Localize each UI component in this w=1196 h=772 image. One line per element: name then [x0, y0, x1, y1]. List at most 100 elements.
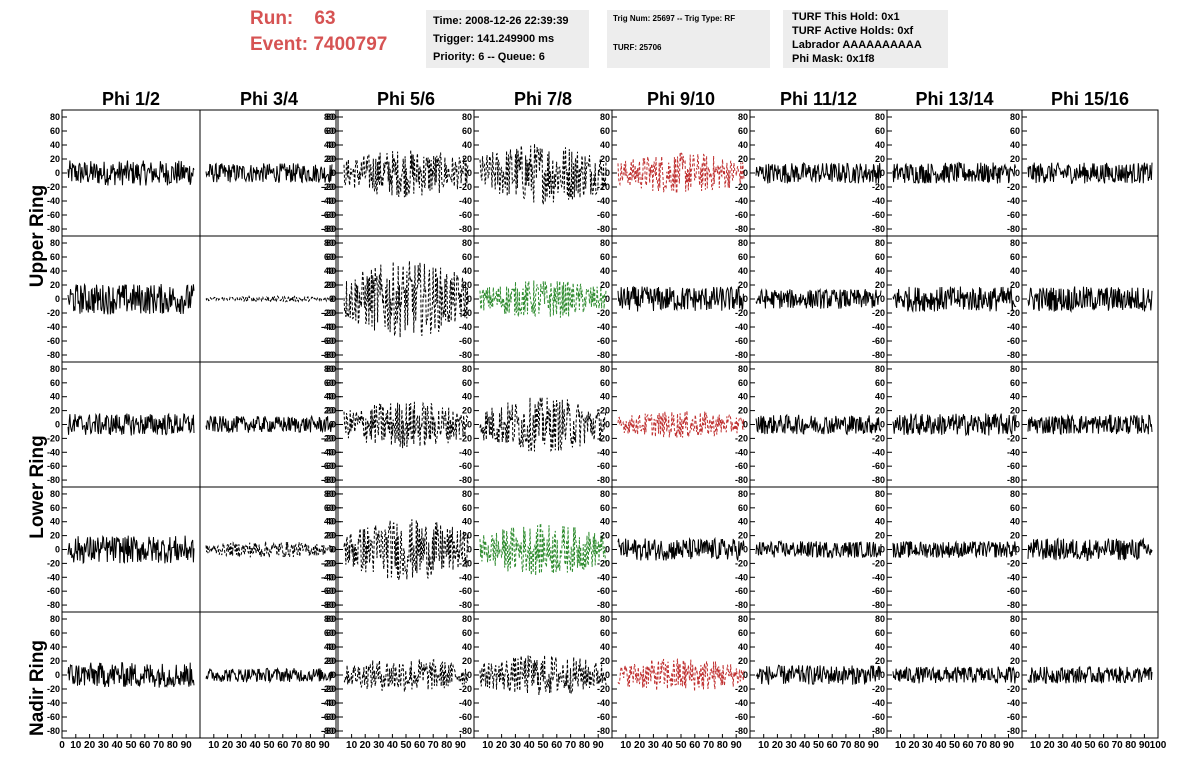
- waveform-trace: [205, 666, 333, 684]
- y-tick-label: -80: [47, 350, 60, 360]
- y-tick-label: 20: [1010, 406, 1020, 416]
- x-tick-label: 10: [346, 740, 358, 751]
- y-tick-label: -80: [1007, 350, 1020, 360]
- waveform-trace: [479, 521, 607, 576]
- x-tick-label: 40: [250, 740, 262, 751]
- y-tick-label: 40: [1010, 392, 1020, 402]
- x-tick-label: 80: [305, 740, 317, 751]
- y-tick-label: -40: [323, 196, 336, 206]
- y-tick-label: 40: [324, 642, 334, 652]
- x-tick-label: 30: [1057, 740, 1069, 751]
- y-tick-label: 40: [875, 642, 885, 652]
- x-tick-label: 80: [579, 740, 591, 751]
- y-tick-label: -80: [735, 600, 748, 610]
- y-tick-label: 20: [50, 280, 60, 290]
- y-tick-label: -20: [323, 182, 336, 192]
- y-tick-label: -80: [597, 726, 610, 736]
- y-tick-label: -40: [597, 196, 610, 206]
- y-tick-label: -40: [872, 698, 885, 708]
- y-tick-label: -80: [597, 224, 610, 234]
- y-tick-label: 0: [331, 545, 336, 555]
- waveform-trace: [67, 535, 195, 565]
- y-tick-label: 60: [600, 378, 610, 388]
- y-tick-label: 80: [600, 614, 610, 624]
- x-tick-label: 10: [482, 740, 494, 751]
- y-tick-label: 40: [738, 392, 748, 402]
- x-tick-label: 30: [373, 740, 385, 751]
- y-tick-label: -40: [1007, 196, 1020, 206]
- x-tick-label: 40: [524, 740, 536, 751]
- y-tick-label: 20: [600, 154, 610, 164]
- y-tick-label: -20: [459, 433, 472, 443]
- y-tick-label: -20: [1007, 558, 1020, 568]
- y-tick-label: 80: [326, 489, 336, 499]
- y-tick-label: 40: [462, 140, 472, 150]
- x-tick-label: 10: [895, 740, 907, 751]
- y-tick-label: -20: [1007, 684, 1020, 694]
- waveform-trace: [479, 397, 607, 452]
- y-tick-label: -60: [47, 586, 60, 596]
- y-tick-label: -20: [1007, 433, 1020, 443]
- y-tick-label: 20: [600, 280, 610, 290]
- y-tick-label: -40: [872, 322, 885, 332]
- y-tick-label: 20: [50, 406, 60, 416]
- x-tick-label: 100: [1150, 740, 1167, 751]
- x-tick-label: 50: [813, 740, 825, 751]
- y-tick-label: 80: [875, 614, 885, 624]
- row-label: Nadir Ring: [27, 640, 48, 736]
- y-tick-label: -80: [459, 475, 472, 485]
- y-tick-label: 80: [462, 489, 472, 499]
- y-tick-label: 20: [324, 656, 334, 666]
- y-tick-label: -60: [735, 210, 748, 220]
- x-tick-label: 20: [908, 740, 920, 751]
- y-tick-label: -40: [47, 698, 60, 708]
- waveform-trace: [1027, 162, 1153, 185]
- y-tick-label: 40: [326, 392, 336, 402]
- waveform-trace: [1027, 665, 1153, 684]
- y-tick-label: -80: [321, 224, 334, 234]
- y-tick-label: 60: [462, 503, 472, 513]
- x-tick-label: 60: [277, 740, 289, 751]
- x-tick-label: 60: [689, 740, 701, 751]
- y-tick-label: -40: [1007, 322, 1020, 332]
- waveform-trace: [755, 288, 882, 309]
- y-tick-label: -80: [597, 475, 610, 485]
- y-tick-label: 20: [1010, 154, 1020, 164]
- y-tick-label: 80: [50, 238, 60, 248]
- y-tick-label: 60: [326, 252, 336, 262]
- y-tick-label: -80: [735, 350, 748, 360]
- y-tick-label: 80: [324, 614, 334, 624]
- y-tick-label: -60: [321, 210, 334, 220]
- y-tick-label: 0: [55, 670, 60, 680]
- y-tick-label: -60: [1007, 336, 1020, 346]
- x-tick-label: 20: [84, 740, 96, 751]
- y-tick-label: -80: [47, 475, 60, 485]
- x-tick-label: 90: [319, 740, 331, 751]
- y-tick-label: 0: [1015, 545, 1020, 555]
- y-tick-label: -60: [872, 712, 885, 722]
- column-header: Phi 3/4: [240, 89, 298, 109]
- y-tick-label: 20: [875, 406, 885, 416]
- y-tick-label: 60: [1010, 252, 1020, 262]
- y-tick-label: 80: [600, 489, 610, 499]
- y-tick-label: 60: [1010, 628, 1020, 638]
- y-tick-label: 20: [324, 154, 334, 164]
- column-header: Phi 5/6: [377, 89, 435, 109]
- y-tick-label: -40: [735, 447, 748, 457]
- y-tick-label: 20: [1010, 280, 1020, 290]
- y-tick-label: 80: [738, 112, 748, 122]
- y-tick-label: -80: [597, 600, 610, 610]
- y-tick-label: 20: [600, 406, 610, 416]
- y-tick-label: -80: [321, 475, 334, 485]
- y-tick-label: 0: [1015, 168, 1020, 178]
- x-tick-label: 10: [758, 740, 770, 751]
- y-tick-label: -20: [735, 182, 748, 192]
- y-tick-label: 60: [600, 503, 610, 513]
- y-tick-label: -20: [459, 308, 472, 318]
- y-tick-label: -40: [1007, 572, 1020, 582]
- y-tick-label: 80: [324, 489, 334, 499]
- waveform-trace: [205, 162, 333, 184]
- y-tick-label: -60: [323, 586, 336, 596]
- y-tick-label: -60: [597, 461, 610, 471]
- x-tick-label: 20: [496, 740, 508, 751]
